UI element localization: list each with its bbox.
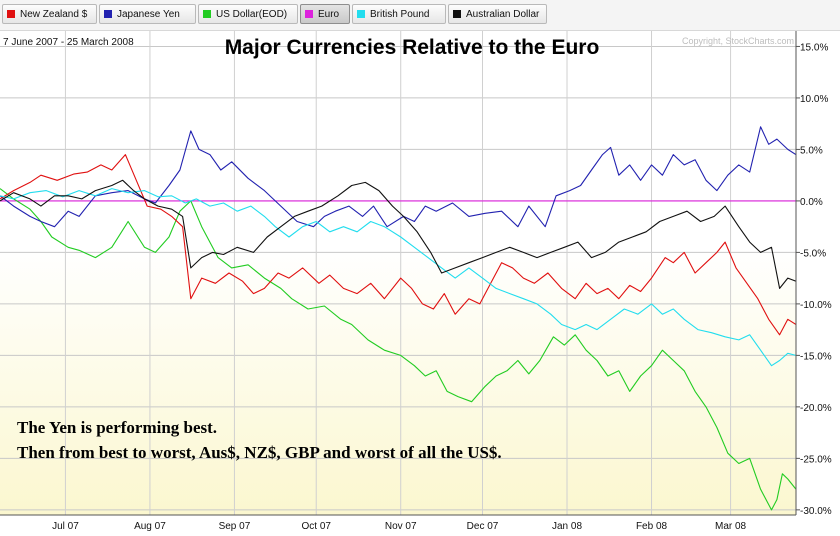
y-tick-label: 0.0%	[800, 197, 823, 208]
legend-item-new-zealand[interactable]: New Zealand $	[2, 4, 97, 24]
y-tick-label: -20.0%	[800, 403, 832, 414]
y-tick-label: 5.0%	[800, 145, 823, 156]
legend-label: Australian Dollar	[466, 8, 540, 20]
copyright: Copyright, StockCharts.com	[682, 36, 794, 46]
x-tick-label: Jul 07	[52, 521, 79, 532]
y-tick-label: -5.0%	[800, 248, 826, 259]
series-lines	[0, 126, 796, 511]
annotation-line-1: The Yen is performing best.	[17, 418, 217, 437]
annotation-line-2: Then from best to worst, Aus$, NZ$, GBP …	[17, 443, 502, 462]
y-tick-label: 15.0%	[800, 42, 828, 53]
legend-swatch	[357, 10, 365, 18]
legend-item-euro[interactable]: Euro	[300, 4, 350, 24]
legend-label: New Zealand $	[20, 8, 88, 20]
legend-swatch	[7, 10, 15, 18]
legend-item-japanese-yen[interactable]: Japanese Yen	[99, 4, 196, 24]
legend-item-british-pound[interactable]: British Pound	[352, 4, 446, 24]
x-tick-label: Mar 08	[715, 521, 747, 532]
legend-label: US Dollar(EOD)	[216, 8, 288, 20]
series-line-us-dollar-eod	[0, 188, 796, 511]
y-tick-label: -15.0%	[800, 351, 832, 362]
x-tick-labels: Jul 07 Aug 07 Sep 07 Oct 07 Nov 07 Dec 07 Jan …	[52, 521, 746, 532]
x-tick-label: Sep 07	[219, 521, 251, 532]
x-tick-label: Dec 07	[467, 521, 499, 532]
x-tick-label: Jan 08	[552, 521, 582, 532]
y-tick-labels: 15.0% 10.0% 5.0% 0.0% -5.0% -10.0% -15.0% -20.0…	[796, 42, 832, 517]
series-line-australian-dollar	[0, 179, 796, 289]
legend-swatch	[453, 10, 461, 18]
legend-label: British Pound	[370, 8, 430, 20]
chart: 15.0% 10.0% 5.0% 0.0% -5.0% -10.0% -15.0% -20.0…	[0, 31, 832, 532]
gridlines	[0, 31, 796, 515]
date-range: 7 June 2007 - 25 March 2008	[3, 37, 134, 48]
legend-label: Euro	[318, 8, 340, 20]
y-tick-label: -25.0%	[800, 454, 832, 465]
legend-bar: New Zealand $ Japanese Yen US Dollar(EOD) E…	[0, 0, 840, 31]
plot-background	[0, 31, 796, 515]
legend-item-us-dollar-eod[interactable]: US Dollar(EOD)	[198, 4, 298, 24]
legend-item-australian-dollar[interactable]: Australian Dollar	[448, 4, 547, 24]
y-tick-label: -30.0%	[800, 506, 832, 517]
x-tick-label: Oct 07	[301, 521, 331, 532]
legend-swatch	[104, 10, 112, 18]
x-tick-label: Aug 07	[134, 521, 166, 532]
legend-swatch	[305, 10, 313, 18]
chart-title: Major Currencies Relative to the Euro	[225, 36, 600, 59]
x-tick-label: Feb 08	[636, 521, 668, 532]
series-line-japanese-yen	[0, 126, 796, 228]
legend-label: Japanese Yen	[117, 8, 180, 20]
x-tick-label: Nov 07	[385, 521, 417, 532]
series-line-new-zealand	[0, 154, 796, 336]
series-line-british-pound	[0, 188, 796, 367]
legend-swatch	[203, 10, 211, 18]
y-tick-label: 10.0%	[800, 94, 828, 105]
y-tick-label: -10.0%	[800, 300, 832, 311]
